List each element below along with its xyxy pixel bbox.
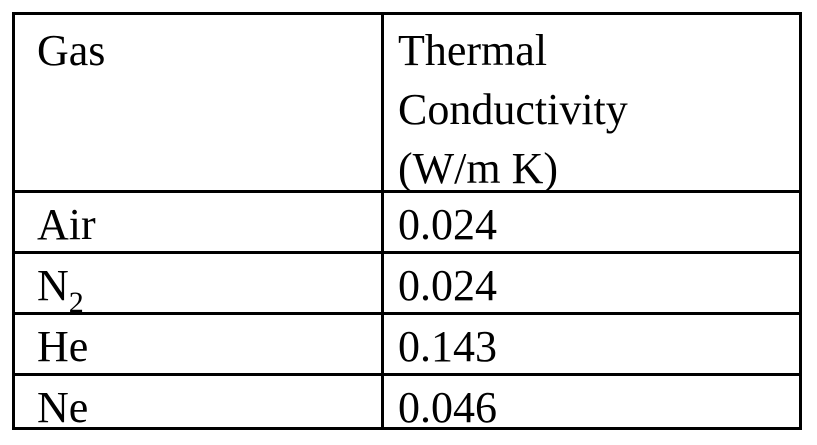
conductivity-value: 0.046 xyxy=(398,383,497,432)
table-row: He 0.143 xyxy=(15,312,799,373)
table-row: Air 0.024 xyxy=(15,190,799,251)
thermal-conductivity-table: Gas Thermal Conductivity (W/m K) Air 0.0… xyxy=(12,12,802,432)
table-header-row: Gas Thermal Conductivity (W/m K) xyxy=(15,15,799,193)
header-conductivity-line-2: Conductivity xyxy=(398,85,628,134)
gas-cell: Ne xyxy=(15,376,384,432)
table-row: Ne 0.046 xyxy=(15,373,799,432)
gas-cell: He xyxy=(15,315,384,373)
gas-name: He xyxy=(37,322,89,371)
header-gas-label: Gas xyxy=(37,26,106,75)
gas-name: Ne xyxy=(37,383,89,432)
value-cell: 0.024 xyxy=(384,193,799,251)
header-conductivity-line-1: Thermal xyxy=(398,26,548,75)
header-conductivity-line-3: (W/m K) xyxy=(398,144,559,193)
header-conductivity: Thermal Conductivity (W/m K) xyxy=(384,15,799,193)
value-cell: 0.024 xyxy=(384,254,799,312)
gas-cell: N2 xyxy=(15,254,384,319)
conductivity-value: 0.024 xyxy=(398,200,497,249)
value-cell: 0.046 xyxy=(384,376,799,432)
gas-subscript: 2 xyxy=(68,286,84,319)
gas-name: N xyxy=(37,261,69,310)
header-gas: Gas xyxy=(15,15,384,190)
table-row: N2 0.024 xyxy=(15,251,799,319)
gas-cell: Air xyxy=(15,193,384,251)
value-cell: 0.143 xyxy=(384,315,799,373)
gas-name: Air xyxy=(37,200,96,249)
conductivity-value: 0.143 xyxy=(398,322,497,371)
conductivity-value: 0.024 xyxy=(398,261,497,310)
